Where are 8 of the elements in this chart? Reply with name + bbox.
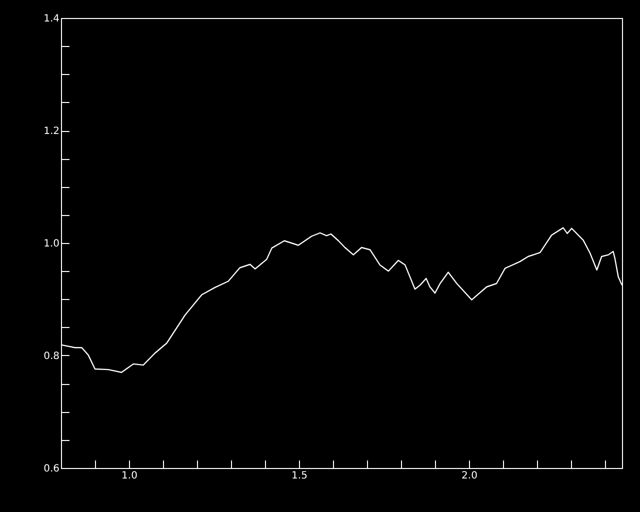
y-tick-label: 1.4 [44, 14, 60, 24]
y-tick-label: 1.0 [44, 238, 60, 250]
y-tick-label: 0.6 [44, 464, 60, 474]
y-tick-label: 1.2 [44, 126, 60, 137]
x-tick-label: 1.5 [292, 470, 308, 482]
x-tick-label: 1.0 [122, 470, 138, 482]
y-tick-label: 0.8 [44, 351, 60, 362]
x-tick-label: 2.0 [462, 470, 478, 482]
